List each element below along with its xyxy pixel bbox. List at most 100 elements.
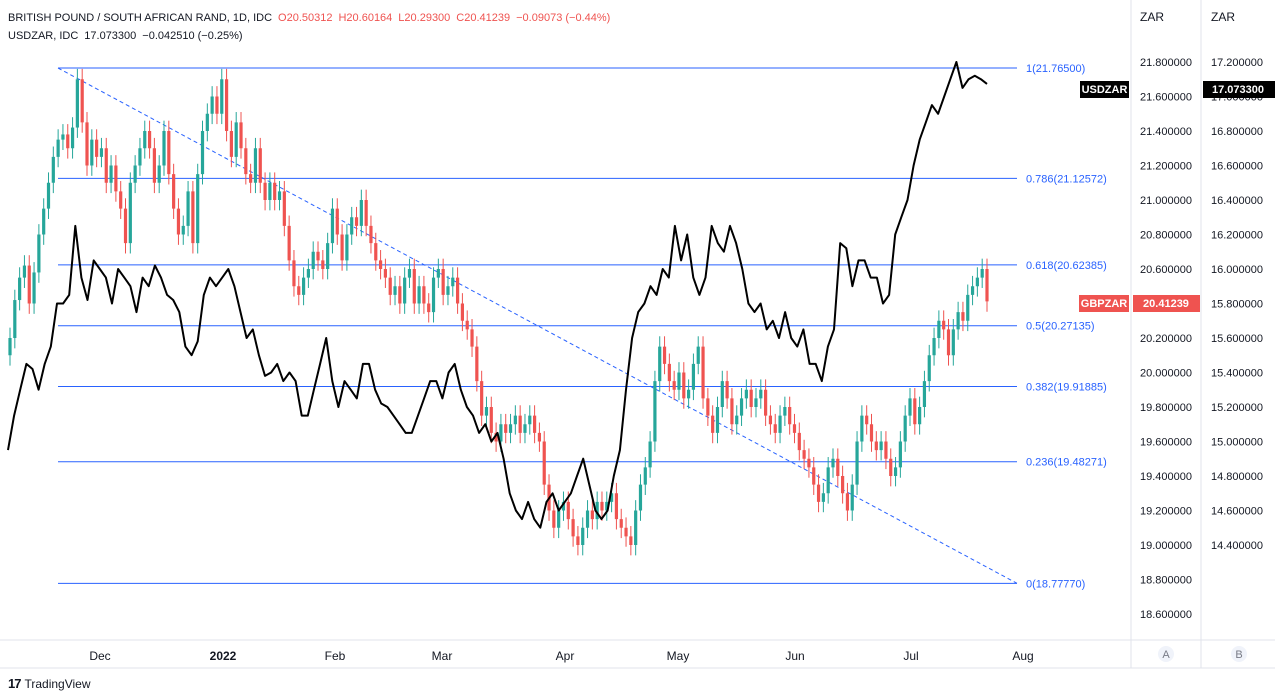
candle-body bbox=[143, 131, 147, 149]
usdzar-scale-tick: 14.600000 bbox=[1211, 506, 1263, 518]
candle-body bbox=[648, 441, 652, 468]
gbpzar-scale-tick: 21.400000 bbox=[1140, 126, 1192, 138]
candle-body bbox=[932, 338, 936, 356]
high-value: H20.60164 bbox=[338, 12, 393, 24]
candle-body bbox=[807, 458, 811, 468]
candle-body bbox=[46, 182, 51, 209]
candle-body bbox=[66, 134, 70, 149]
change-value: −0.09073 (−0.44%) bbox=[516, 12, 611, 24]
time-axis-tick: Dec bbox=[89, 649, 110, 663]
scale-b-button[interactable] bbox=[1231, 646, 1247, 662]
tradingview-branding[interactable]: 17 TradingView bbox=[8, 676, 91, 691]
candle-body bbox=[845, 493, 850, 511]
time-axis-tick: Feb bbox=[325, 649, 346, 663]
low-value: L20.29300 bbox=[398, 12, 451, 24]
candle-body bbox=[966, 294, 970, 321]
auto-scale-button[interactable] bbox=[1158, 646, 1174, 662]
candle-body bbox=[561, 501, 566, 511]
candle-body bbox=[210, 96, 214, 114]
tradingview-logo-icon: 17 bbox=[8, 676, 22, 691]
candle-body bbox=[600, 501, 604, 511]
candle-body bbox=[393, 286, 397, 295]
main-series-legend[interactable]: BRITISH POUND / SOUTH AFRICAN RAND, 1D, … bbox=[8, 12, 616, 24]
candle-body bbox=[619, 519, 623, 528]
candle-body bbox=[417, 286, 421, 304]
candle-body bbox=[855, 441, 859, 485]
candle-body bbox=[42, 208, 46, 235]
candle-body bbox=[200, 131, 205, 175]
candle-body bbox=[484, 407, 489, 416]
candle-body bbox=[378, 260, 383, 269]
candle-body bbox=[542, 441, 546, 485]
candle-body bbox=[90, 139, 94, 166]
candle-body bbox=[119, 191, 123, 209]
overlay-series-legend[interactable]: USDZAR, IDC 17.073300 −0.042510 (−0.25%) bbox=[8, 30, 249, 42]
candle-body bbox=[590, 510, 594, 520]
tradingview-brand-text: TradingView bbox=[24, 676, 91, 691]
usdzar-price-scale[interactable]: 17.20000017.00000016.80000016.60000016.4… bbox=[1211, 57, 1263, 552]
fib-level-label: 0(18.77770) bbox=[1026, 578, 1085, 590]
candle-body bbox=[95, 139, 99, 157]
candle-body bbox=[253, 148, 258, 183]
candle-body bbox=[768, 415, 773, 425]
candle-body bbox=[37, 234, 41, 273]
time-axis[interactable]: Dec 2022 Feb Mar Apr May Jun Jul Aug bbox=[89, 649, 1033, 663]
candle-body bbox=[508, 424, 513, 433]
candle-body bbox=[614, 493, 619, 520]
candle-body bbox=[494, 432, 498, 442]
candle-body bbox=[812, 467, 816, 485]
usdzar-scale-tick: 15.000000 bbox=[1211, 437, 1263, 449]
candle-body bbox=[730, 398, 734, 425]
candle-body bbox=[831, 458, 835, 468]
gbpzar-scale-tick: 20.200000 bbox=[1140, 333, 1192, 345]
gbpzar-scale-tick: 21.200000 bbox=[1140, 161, 1192, 173]
candle-body bbox=[816, 484, 821, 502]
candle-body bbox=[138, 148, 142, 166]
candle-body bbox=[884, 441, 888, 459]
candle-body bbox=[244, 148, 248, 175]
candle-body bbox=[576, 536, 580, 545]
candle-body bbox=[80, 79, 84, 123]
svg-text:17.073300: 17.073300 bbox=[1212, 84, 1264, 96]
candle-body bbox=[778, 415, 782, 433]
candle-body bbox=[715, 407, 720, 433]
candle-body bbox=[311, 251, 315, 269]
svg-text:20.41239: 20.41239 bbox=[1143, 298, 1189, 310]
fibonacci-retracement[interactable]: 1(21.76500) 0.786(21.12572) 0.618(20.62385… bbox=[58, 63, 1107, 590]
candle-body bbox=[581, 527, 585, 545]
candle-body bbox=[821, 493, 825, 502]
candle-body bbox=[720, 381, 724, 407]
candle-body bbox=[480, 381, 484, 416]
candle-body bbox=[638, 484, 643, 511]
candle-body bbox=[229, 131, 233, 157]
candle-body bbox=[451, 277, 455, 287]
candle-body bbox=[951, 329, 955, 356]
candle-body bbox=[783, 407, 787, 416]
candle-body bbox=[8, 338, 12, 356]
candle-body bbox=[398, 286, 402, 304]
gbpzar-price-scale[interactable]: 21.800000 21.600000 21.400000 21.200000 21.0… bbox=[1140, 57, 1192, 621]
candle-body bbox=[585, 510, 590, 528]
gbpzar-scale-tick: 20.800000 bbox=[1140, 230, 1192, 242]
candle-body bbox=[470, 329, 474, 347]
candle-body bbox=[147, 131, 152, 149]
candle-body bbox=[109, 165, 113, 183]
open-value: O20.50312 bbox=[278, 12, 333, 24]
candle-body bbox=[215, 96, 219, 114]
overlay-last-value: 17.073300 bbox=[84, 30, 137, 42]
gbpzar-scale-tick: 18.800000 bbox=[1140, 575, 1192, 587]
candle-body bbox=[629, 536, 633, 545]
time-axis-tick: May bbox=[667, 649, 690, 663]
time-axis-tick: Apr bbox=[556, 649, 575, 663]
time-axis-tick: Mar bbox=[432, 649, 453, 663]
candle-body bbox=[792, 424, 797, 433]
gbpzar-series-tag: GBPZAR bbox=[1079, 295, 1129, 312]
candle-body bbox=[735, 415, 739, 425]
right-scale-header: ZAR bbox=[1211, 10, 1235, 24]
candle-body bbox=[677, 372, 681, 390]
gbpzar-scale-tick: 20.600000 bbox=[1140, 264, 1192, 276]
main-series-title: BRITISH POUND / SOUTH AFRICAN RAND, 1D, … bbox=[8, 12, 273, 24]
candle-body bbox=[427, 303, 431, 313]
candle-body bbox=[172, 174, 176, 209]
